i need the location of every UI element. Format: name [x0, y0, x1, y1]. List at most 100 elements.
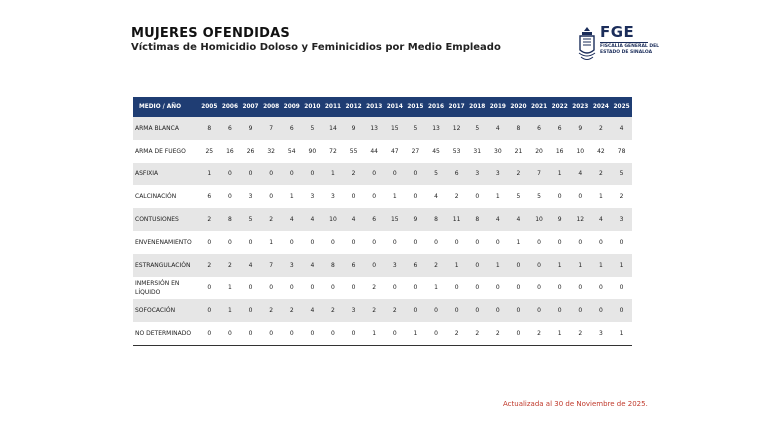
table-cell: 12 — [446, 117, 467, 140]
table-cell: 16 — [226, 147, 234, 155]
year-header: 2009 — [281, 97, 303, 117]
table-cell: 0 — [557, 193, 562, 201]
table-cell: 2 — [590, 162, 612, 186]
table-cell: 0 — [248, 238, 253, 246]
table-cell: 72 — [329, 147, 337, 155]
table-cell: 1 — [269, 238, 274, 246]
table-cell: 4 — [240, 253, 261, 277]
table-cell: 4 — [302, 208, 323, 231]
table-cell: 0 — [351, 238, 356, 246]
table-cell: 12 — [569, 208, 591, 231]
table-cell: 1 — [549, 253, 570, 277]
year-header: 2019 — [487, 97, 509, 117]
row-label: CONTUSIONES — [133, 208, 199, 231]
table-cell: 0 — [310, 284, 315, 292]
table-cell: 0 — [578, 284, 583, 292]
table-cell: 8 — [508, 117, 529, 140]
table-cell: 2 — [487, 322, 509, 346]
table-cell: 6 — [207, 193, 212, 201]
table-cell: 2 — [384, 299, 406, 323]
table-cell: 0 — [619, 238, 624, 246]
table-cell: 1 — [611, 253, 632, 277]
table-cell: 7 — [260, 117, 282, 140]
table-cell: 2 — [466, 322, 488, 346]
year-header: 2020 — [508, 97, 529, 117]
table-cell: 0 — [331, 284, 335, 292]
table-row: CALCINACIÓN 6 0 3 0 1 3 3 0 0 1 0 4 2 0 1 5 5 0 0 1 2 — [133, 185, 632, 208]
fge-logo: FGE FISCALÍA GENERAL DEL ESTADO DE SINAL… — [578, 24, 659, 68]
table-cell: 6 — [405, 253, 426, 277]
table-cell: 0 — [466, 299, 488, 323]
table-cell: 4 — [611, 117, 632, 140]
table-cell: 4 — [302, 253, 323, 277]
table-cell: 0 — [446, 299, 467, 323]
table-cell: 0 — [322, 322, 344, 346]
table-cell: 45 — [432, 147, 440, 155]
table-cell: 0 — [260, 322, 282, 346]
row-label: ENVENENAMIENTO — [135, 238, 192, 246]
table-cell: 7 — [260, 253, 282, 277]
table-cell: 2 — [372, 284, 377, 292]
table-cell: 1 — [569, 253, 591, 277]
table-cell: 13 — [425, 117, 447, 140]
table-cell: 0 — [508, 322, 529, 346]
table-cell: 0 — [611, 299, 632, 323]
table-cell: 3 — [590, 322, 612, 346]
table-cell: 8 — [425, 208, 447, 231]
table-cell: 1 — [495, 193, 500, 201]
table-cell: 0 — [454, 284, 459, 292]
table-cell: 2 — [569, 322, 591, 346]
table-cell: 4 — [487, 117, 509, 140]
table-cell: 2 — [219, 253, 241, 277]
table-cell: 2 — [590, 117, 612, 140]
table-cell: 2 — [454, 193, 459, 201]
table-cell: 0 — [466, 253, 488, 277]
year-header: 2012 — [343, 97, 364, 117]
row-label: ASFIXIA — [133, 162, 199, 186]
table-cell: 0 — [260, 162, 282, 186]
table-cell: 0 — [289, 238, 294, 246]
table-cell: 4 — [281, 208, 303, 231]
table-row: SOFOCACIÓN 0 1 0 2 2 4 2 3 2 2 0 0 0 0 0 0 0 0 0 0 0 — [133, 299, 632, 323]
table-cell: 8 — [219, 208, 241, 231]
table-cell: 2 — [528, 322, 550, 346]
table-cell: 0 — [537, 238, 541, 246]
table-cell: 9 — [343, 117, 364, 140]
seal-icon — [578, 27, 596, 60]
table-cell: 5 — [425, 162, 447, 186]
table-cell: 0 — [343, 322, 364, 346]
year-header: 2024 — [590, 97, 612, 117]
page-subtitle: Víctimas de Homicidio Doloso y Feminicid… — [131, 42, 501, 53]
table-cell: 1 — [392, 193, 397, 201]
table-cell: 15 — [384, 208, 406, 231]
table-cell: 0 — [495, 284, 500, 292]
table-cell: 0 — [475, 284, 480, 292]
table-cell: 3 — [248, 193, 253, 201]
table-cell: 9 — [569, 117, 591, 140]
logo-divider — [600, 42, 648, 43]
table-cell: 0 — [269, 193, 274, 201]
table-cell: 4 — [487, 208, 509, 231]
table-cell: 0 — [578, 238, 583, 246]
table-cell: 15 — [384, 117, 406, 140]
table-cell: 90 — [308, 147, 317, 155]
table-cell: 47 — [390, 147, 399, 155]
table-cell: 6 — [343, 253, 364, 277]
table-cell: 0 — [516, 284, 521, 292]
table-cell: 0 — [207, 238, 212, 246]
table-cell: 0 — [405, 162, 426, 186]
table-cell: 6 — [446, 162, 467, 186]
table-cell: 0 — [392, 238, 397, 246]
table-cell: 1 — [289, 193, 294, 201]
table-row: ASFIXIA 1 0 0 0 0 0 1 2 0 0 0 5 6 3 3 2 7 1 4 2 5 — [133, 162, 632, 186]
update-note: Actualizada al 30 de Noviembre de 2025. — [503, 400, 648, 408]
table-cell: 0 — [363, 253, 385, 277]
table-cell: 0 — [281, 322, 303, 346]
year-header: 2023 — [569, 97, 591, 117]
table-cell: 0 — [557, 284, 562, 292]
table-cell: 54 — [287, 147, 296, 155]
table-cell: 0 — [281, 162, 303, 186]
table-cell: 0 — [351, 193, 356, 201]
table-cell: 32 — [267, 147, 275, 155]
table-cell: 9 — [405, 208, 426, 231]
